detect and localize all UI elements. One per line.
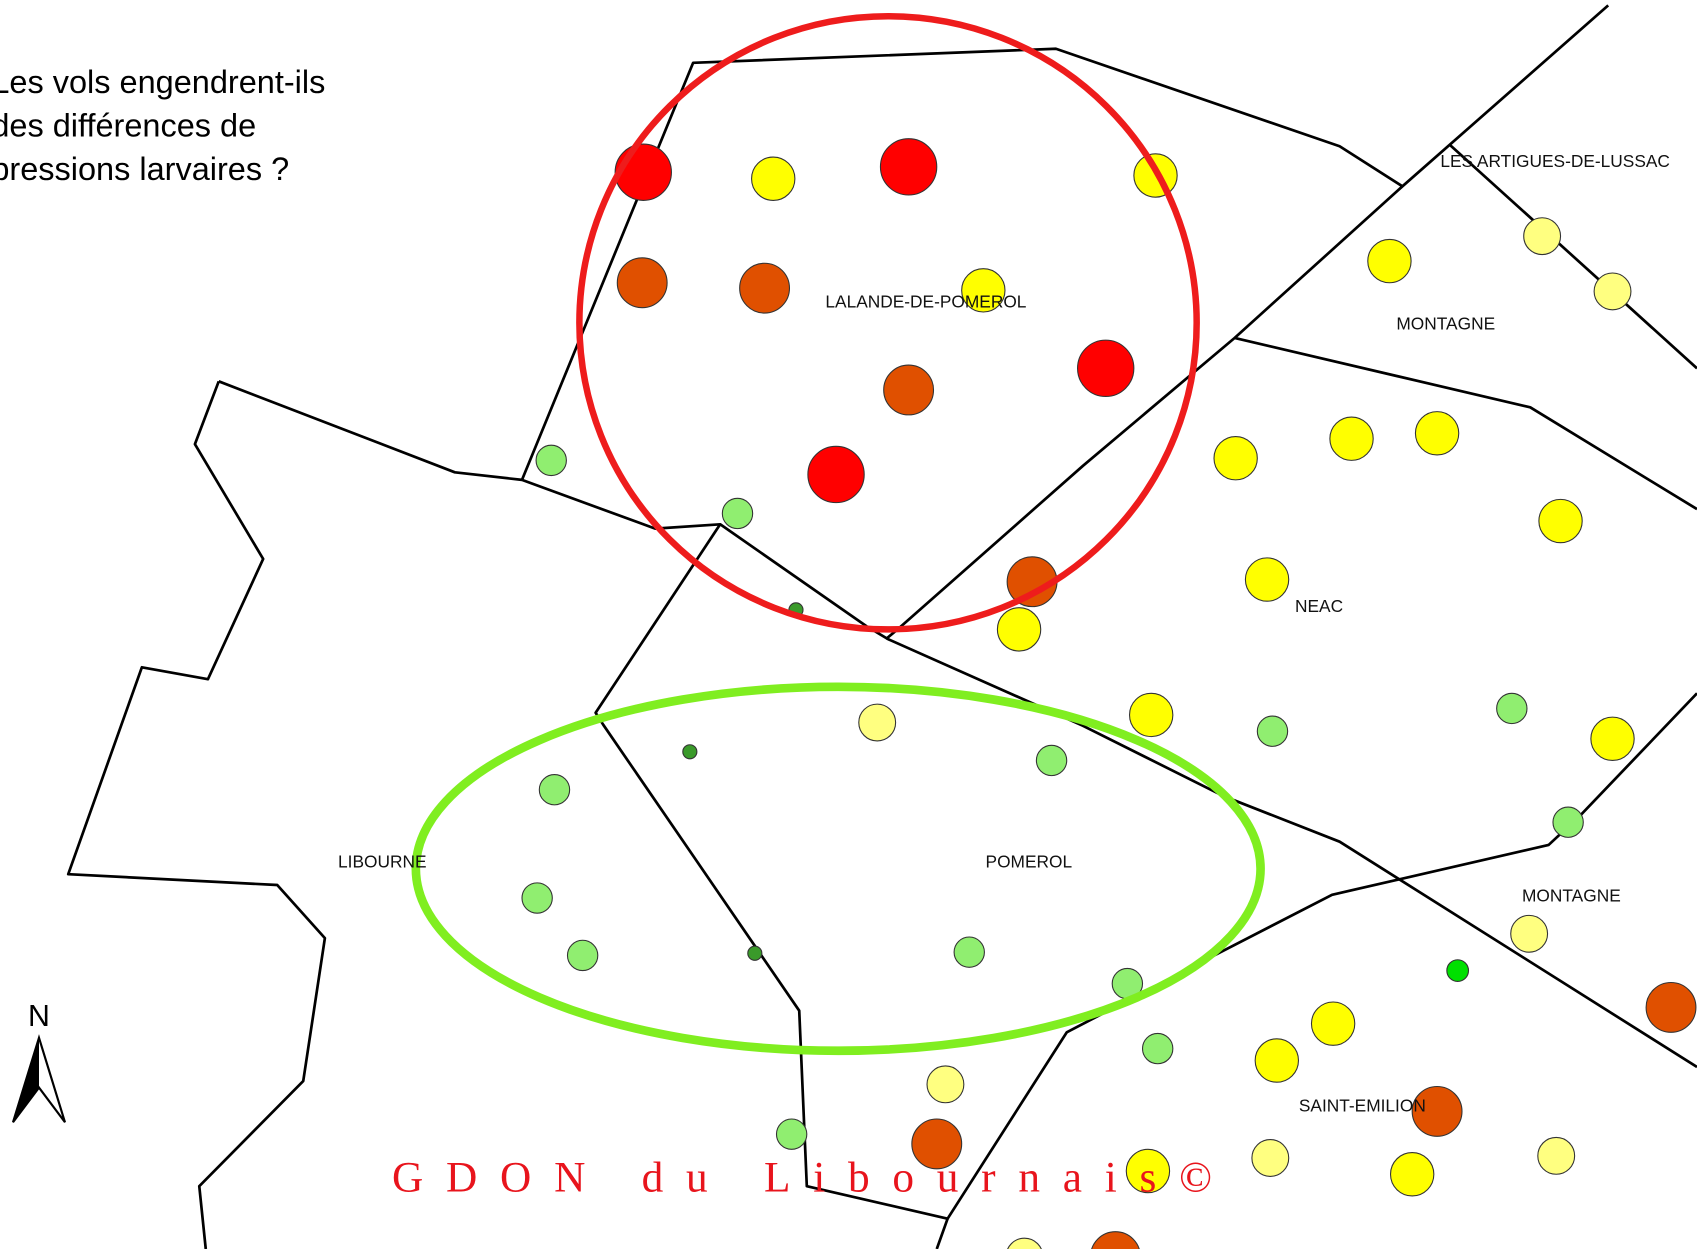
sample-point	[1496, 692, 1528, 725]
high-pressure-zone	[576, 12, 1200, 633]
sample-point	[1590, 716, 1635, 761]
sample-point	[1091, 1231, 1140, 1249]
north-arrow-half	[12, 1037, 39, 1123]
sample-point	[1537, 1136, 1576, 1175]
sample-point	[1007, 1237, 1042, 1249]
sample-point	[739, 262, 791, 314]
boundary	[218, 380, 1697, 1069]
sample-point	[1414, 411, 1460, 456]
sample-point	[616, 257, 668, 309]
sample-points	[521, 138, 1697, 1249]
sample-point	[1213, 436, 1258, 481]
sample-point	[1141, 1032, 1174, 1065]
boundary	[594, 523, 949, 1249]
sample-point	[538, 773, 571, 806]
sample-point	[1411, 1085, 1463, 1137]
sample-point	[775, 1118, 808, 1150]
low-pressure-zone	[411, 682, 1265, 1056]
commune-label: POMEROL	[986, 852, 1073, 872]
boundary	[520, 47, 1404, 481]
sample-point	[911, 1118, 963, 1170]
sample-point	[1367, 238, 1412, 284]
sample-point	[1593, 272, 1632, 311]
sample-point	[747, 945, 763, 961]
sample-point	[1645, 981, 1697, 1033]
sample-point	[535, 444, 567, 477]
sample-point	[1251, 1139, 1290, 1177]
sample-point	[1077, 339, 1135, 398]
sample-point	[1256, 715, 1289, 747]
sample-point	[883, 364, 935, 416]
sample-point	[961, 268, 1006, 313]
sample-point	[1510, 914, 1549, 953]
sample-point	[1244, 557, 1290, 602]
commune-label: MONTAGNE	[1522, 885, 1621, 905]
sample-point	[1329, 416, 1374, 461]
boundary	[1448, 143, 1697, 370]
sample-point	[1125, 1148, 1171, 1194]
boundary	[1234, 336, 1697, 511]
sample-point	[1310, 1001, 1356, 1046]
sample-point	[521, 882, 553, 914]
boundary	[66, 380, 327, 1249]
commune-label: NEAC	[1295, 596, 1343, 616]
sample-point	[879, 138, 938, 196]
commune-label: MONTAGNE	[1396, 313, 1495, 333]
commune-label: LES ARTIGUES-DE-LUSSAC	[1440, 151, 1670, 171]
title-line: Les vols engendrent-ils	[0, 64, 325, 100]
sample-point	[1538, 498, 1583, 544]
sample-point	[953, 936, 985, 968]
sample-point	[996, 607, 1042, 652]
sample-point	[858, 703, 897, 742]
sample-point	[566, 939, 599, 972]
title-line: des différences de	[0, 107, 256, 143]
commune-label: LIBOURNE	[338, 852, 427, 872]
sample-point	[1389, 1152, 1435, 1197]
sample-point	[1552, 806, 1584, 838]
sample-point	[614, 143, 672, 201]
commune-label: LALANDE-DE-POMEROL	[825, 292, 1026, 312]
sample-point	[1254, 1038, 1300, 1083]
sample-point	[1128, 692, 1174, 738]
sample-point	[721, 497, 754, 530]
sample-point	[926, 1065, 965, 1104]
boundary	[884, 4, 1610, 641]
commune-label: SAINT-EMILION	[1299, 1095, 1426, 1115]
north-label: N	[28, 1000, 50, 1033]
sample-point	[1035, 744, 1068, 777]
sample-point	[807, 445, 865, 504]
credit: GDON du Libournais©	[392, 1154, 1235, 1202]
sample-point	[1446, 959, 1470, 982]
sample-point	[1523, 217, 1562, 256]
sample-point	[682, 744, 698, 760]
title-line: pressions larvaires ?	[0, 151, 289, 187]
sample-point	[751, 156, 796, 201]
